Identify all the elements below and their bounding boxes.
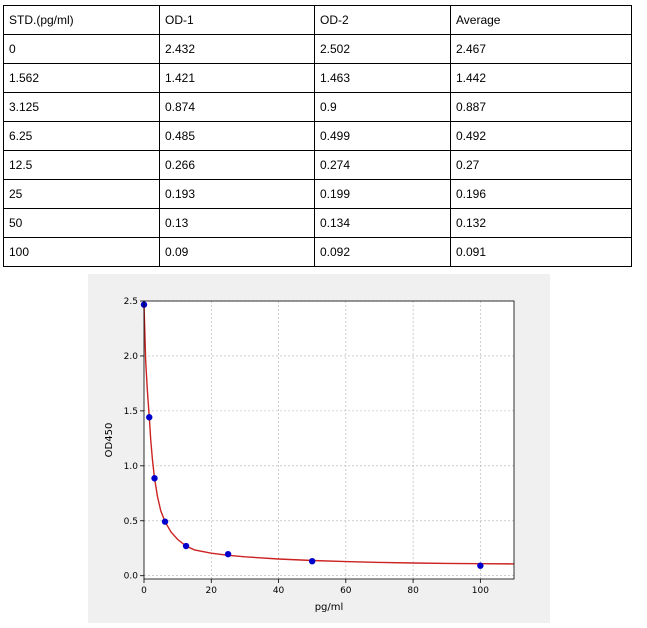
cell-od1: 0.485 xyxy=(159,121,315,151)
table-row: 100 0.09 0.092 0.091 xyxy=(3,237,632,267)
cell-std: 3.125 xyxy=(3,92,160,122)
cell-average: 0.132 xyxy=(450,208,632,238)
data-points xyxy=(140,301,484,569)
x-tick-label: 40 xyxy=(273,586,285,596)
y-axis-label: OD450 xyxy=(104,423,115,458)
table-row: 25 0.193 0.199 0.196 xyxy=(3,179,632,209)
table-row: 1.562 1.421 1.463 1.442 xyxy=(3,63,632,93)
y-tick-label: 0.0 xyxy=(124,572,139,582)
data-point xyxy=(146,414,153,421)
data-point xyxy=(308,557,316,565)
cell-od1: 0.13 xyxy=(159,208,315,238)
data-point xyxy=(182,542,190,550)
col-header-std: STD.(pg/ml) xyxy=(3,5,160,35)
x-tick-label: 100 xyxy=(472,586,489,596)
col-header-average: Average xyxy=(450,5,632,35)
col-header-od1: OD-1 xyxy=(159,5,315,35)
standard-table: STD.(pg/ml) OD-1 OD-2 Average 0 2.432 2.… xyxy=(3,5,632,267)
axes-frame xyxy=(143,300,515,580)
cell-od2: 0.499 xyxy=(314,121,451,151)
x-axis-label: pg/ml xyxy=(315,602,344,613)
y-tick-label: 2.0 xyxy=(124,352,139,362)
cell-std: 25 xyxy=(3,179,160,209)
x-axis-ticks: 0 20 40 60 80 100 xyxy=(141,579,489,596)
data-point xyxy=(161,518,169,525)
y-tick-label: 1.0 xyxy=(124,462,139,472)
cell-std: 50 xyxy=(3,208,160,238)
cell-average: 0.492 xyxy=(450,121,632,151)
col-header-od2: OD-2 xyxy=(314,5,451,35)
cell-od2: 0.9 xyxy=(314,92,451,122)
cell-od1: 0.193 xyxy=(159,179,315,209)
table-row: 6.25 0.485 0.499 0.492 xyxy=(3,121,632,151)
cell-average: 0.887 xyxy=(450,92,632,122)
y-tick-label: 0.5 xyxy=(124,517,138,527)
cell-std: 6.25 xyxy=(3,121,160,151)
table-row: 12.5 0.266 0.274 0.27 xyxy=(3,150,632,180)
cell-od1: 0.874 xyxy=(159,92,315,122)
x-tick-label: 20 xyxy=(206,586,218,596)
standard-curve-chart: 0 20 40 60 80 100 0.0 0.5 1.0 1.5 2.0 2.5 pg/ml OD… xyxy=(104,297,515,613)
table-row: 50 0.13 0.134 0.132 xyxy=(3,208,632,238)
cell-std: 0 xyxy=(3,34,160,64)
cell-average: 0.27 xyxy=(450,150,632,180)
cell-od2: 0.199 xyxy=(314,179,451,209)
y-axis-ticks: 0.0 0.5 1.0 1.5 2.0 2.5 xyxy=(124,297,144,582)
plot-area xyxy=(144,301,514,579)
cell-std: 100 xyxy=(3,237,160,267)
data-point xyxy=(151,475,158,482)
table-header-row: STD.(pg/ml) OD-1 OD-2 Average xyxy=(3,5,632,35)
cell-od1: 0.266 xyxy=(159,150,315,180)
y-tick-label: 1.5 xyxy=(124,407,138,417)
cell-od1: 1.421 xyxy=(159,63,315,93)
cell-average: 2.467 xyxy=(450,34,632,64)
data-point xyxy=(477,562,484,569)
cell-od2: 0.092 xyxy=(314,237,451,267)
cell-std: 1.562 xyxy=(3,63,160,93)
standard-curve-figure: 0 20 40 60 80 100 0.0 0.5 1.0 1.5 2.0 2.5 pg/ml OD… xyxy=(88,274,550,623)
table-row: 0 2.432 2.502 2.467 xyxy=(3,34,632,64)
cell-od1: 0.09 xyxy=(159,237,315,267)
cell-std: 12.5 xyxy=(3,150,160,180)
cell-od2: 1.463 xyxy=(314,63,451,93)
data-point xyxy=(224,550,232,558)
y-tick-label: 2.5 xyxy=(124,297,138,307)
x-tick-label: 60 xyxy=(340,586,352,596)
cell-od2: 2.502 xyxy=(314,34,451,64)
cell-od2: 0.134 xyxy=(314,208,451,238)
table-row: 3.125 0.874 0.9 0.887 xyxy=(3,92,632,122)
x-tick-label: 80 xyxy=(407,586,419,596)
cell-average: 0.091 xyxy=(450,237,632,267)
cell-average: 0.196 xyxy=(450,179,632,209)
cell-od2: 0.274 xyxy=(314,150,451,180)
cell-average: 1.442 xyxy=(450,63,632,93)
cell-od1: 2.432 xyxy=(159,34,315,64)
x-tick-label: 0 xyxy=(141,586,147,596)
